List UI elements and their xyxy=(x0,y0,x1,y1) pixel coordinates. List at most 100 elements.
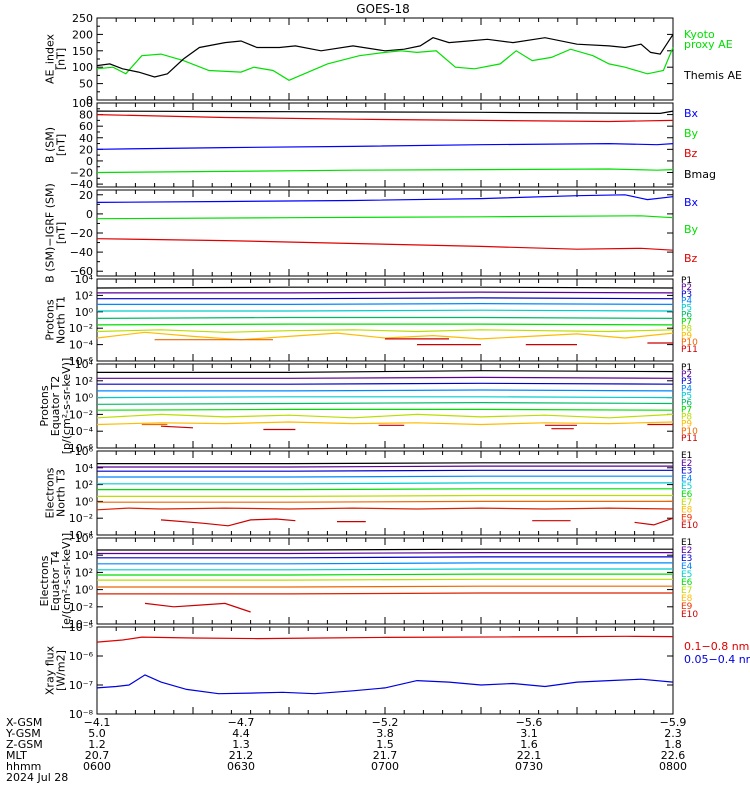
y-tick-label: 10⁰ xyxy=(75,392,94,405)
legend-entry: P10 xyxy=(681,338,698,348)
footer-cell: 0800 xyxy=(659,760,687,773)
legend-entry: P6 xyxy=(681,311,692,321)
footer-cell: 3.8 xyxy=(376,727,394,740)
series-line-kyoto-proxy-ae xyxy=(96,47,674,81)
y-tick-label: 10⁰ xyxy=(75,495,94,508)
panel-frame xyxy=(96,278,674,362)
series-line-p1 xyxy=(96,286,674,289)
footer-cell: −5.6 xyxy=(516,716,543,729)
y-tick-label: 150 xyxy=(72,45,93,58)
legend-entry: E1 xyxy=(681,538,692,548)
series-line-p8 xyxy=(96,329,674,333)
series-line-e2 xyxy=(97,465,673,468)
series-line-p3 xyxy=(97,382,674,385)
footer-cell: 20.7 xyxy=(85,749,110,762)
series-line-p1 xyxy=(97,370,674,373)
legend-entry: P3 xyxy=(681,290,692,300)
legend-entry: proxy AE xyxy=(684,38,733,51)
y-axis-label: Protons xyxy=(38,385,51,426)
y-axis-label: [nT] xyxy=(55,222,68,244)
legend-entry: E5 xyxy=(681,482,692,492)
y-tick-label: 200 xyxy=(72,28,93,41)
y-tick-label: 0 xyxy=(86,208,93,221)
series-line-0-1-0-8-nm xyxy=(96,635,674,643)
series-line-p5 xyxy=(97,309,674,312)
series-line-e6 xyxy=(97,488,673,491)
footer-cell: 1.8 xyxy=(664,738,682,751)
series-line-p7 xyxy=(96,323,674,326)
y-tick-label: 10⁻⁵ xyxy=(69,621,93,634)
legend-entry: E4 xyxy=(681,562,693,572)
y-tick-label: 100 xyxy=(72,61,93,74)
footer-cell: −5.9 xyxy=(660,716,687,729)
series-line-e9 xyxy=(96,507,674,511)
panel-3: −60 −40 −20 0 20 B (SM)−IGRF (SM)[nT] Bx By Bz xyxy=(44,183,699,283)
footer-cell: 4.4 xyxy=(232,727,250,740)
panel-frame xyxy=(96,537,674,625)
panel-8: 10⁻⁸ 10⁻⁷ 10⁻⁶ 10⁻⁵ Xray flux[W/m2] 0.1−0.8 n… xyxy=(44,621,750,721)
y-tick-label: 0 xyxy=(86,155,93,168)
legend-entry: E10 xyxy=(681,521,698,531)
legend-entry: P11 xyxy=(681,434,698,444)
legend-entry: Kyoto xyxy=(684,28,715,41)
legend-entry: E6 xyxy=(681,490,693,500)
legend-entry: Bz xyxy=(684,147,698,160)
series-line-e1 xyxy=(97,462,673,465)
series-line-p4 xyxy=(97,389,674,392)
y-tick-label: 10⁻⁴ xyxy=(69,618,94,631)
y-axis-label: Equator T4 xyxy=(49,551,62,611)
panel-frame xyxy=(96,363,674,449)
series-line-e9 xyxy=(97,592,673,595)
legend-entry: E9 xyxy=(681,513,693,523)
y-tick-label: 10⁻⁷ xyxy=(69,679,93,692)
footer-cell: 21.2 xyxy=(229,749,254,762)
legend-entry: P10 xyxy=(681,427,698,437)
y-axis-label: [nT] xyxy=(55,48,68,70)
series-line-e1 xyxy=(97,548,673,551)
legend-entry: P8 xyxy=(681,413,692,423)
legend-entry: P2 xyxy=(681,370,692,380)
footer-cell: 22.6 xyxy=(661,749,686,762)
series-line-e5 xyxy=(97,482,673,485)
y-tick-label: 10⁻⁶ xyxy=(69,650,94,663)
series-line-p8 xyxy=(96,413,674,419)
legend-entry: E8 xyxy=(681,594,693,604)
y-axis-label: Electrons xyxy=(38,555,51,606)
y-tick-label: 10⁻² xyxy=(69,322,93,335)
legend-entry: P8 xyxy=(681,324,692,334)
legend-entry: E7 xyxy=(681,586,692,596)
footer-row-label: hhmm xyxy=(6,760,41,773)
series-line-p3 xyxy=(97,297,674,300)
footer-cell: −4.1 xyxy=(84,716,111,729)
legend-entry: By xyxy=(684,127,699,140)
footer-cell: 0600 xyxy=(83,760,111,773)
y-tick-label: 10⁻⁴ xyxy=(69,339,94,352)
footer-cell: 0700 xyxy=(371,760,399,773)
y-axis-label: North T3 xyxy=(55,469,68,517)
series-line-p7 xyxy=(96,408,674,411)
y-tick-label: 10² xyxy=(75,375,93,388)
footer-cell: 5.0 xyxy=(88,727,106,740)
footer-cell: 1.5 xyxy=(376,738,394,751)
series-line-p2 xyxy=(97,376,674,379)
series-line-themis-ae xyxy=(96,34,674,78)
series-line-p4 xyxy=(97,303,674,305)
panel-frame xyxy=(96,189,674,277)
series-line-e5 xyxy=(97,568,673,571)
footer-row-label: 2024 Jul 28 xyxy=(6,771,68,784)
y-tick-label: 10⁰ xyxy=(75,584,94,597)
y-tick-label: 10⁻² xyxy=(69,512,93,525)
series-line-p6 xyxy=(96,316,674,319)
series-line-e7 xyxy=(97,578,673,581)
footer-row-label: Y-GSM xyxy=(5,727,41,740)
legend-entry: E8 xyxy=(681,506,693,516)
y-tick-label: 0 xyxy=(86,94,93,107)
legend-entry: P7 xyxy=(681,406,692,416)
footer-row-label: X-GSM xyxy=(6,716,42,729)
series-segment-e10 xyxy=(634,517,674,526)
